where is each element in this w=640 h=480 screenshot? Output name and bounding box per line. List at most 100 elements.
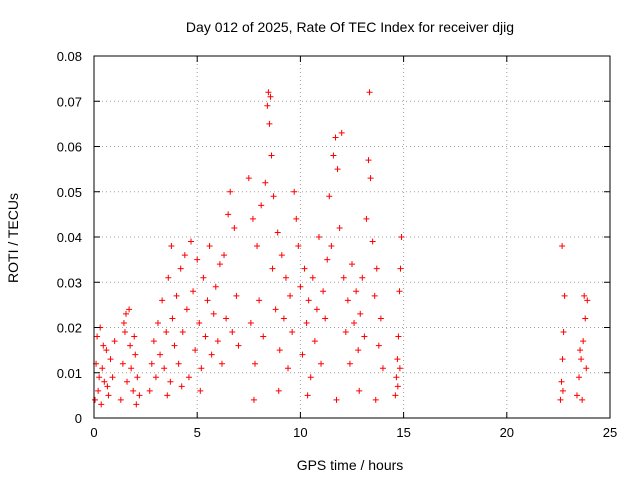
- data-point: [557, 396, 564, 403]
- data-point: [366, 89, 373, 96]
- data-point: [175, 360, 182, 367]
- data-point: [363, 215, 370, 222]
- y-tick-label: 0.06: [57, 140, 82, 155]
- data-point: [251, 360, 258, 367]
- data-point: [212, 283, 219, 290]
- data-point: [159, 297, 166, 304]
- data-point: [274, 229, 281, 236]
- data-point: [349, 261, 355, 268]
- data-point: [235, 342, 242, 349]
- data-point: [150, 338, 157, 345]
- data-point: [98, 401, 105, 408]
- data-point: [165, 274, 172, 281]
- data-point: [95, 387, 102, 394]
- data-point: [278, 252, 285, 259]
- data-point: [96, 374, 103, 381]
- chart-title: Day 012 of 2025, Rate Of TEC Index for r…: [186, 19, 514, 35]
- data-point: [307, 374, 314, 381]
- data-point: [157, 351, 164, 358]
- data-point: [265, 89, 272, 96]
- y-tick-label: 0.01: [57, 366, 82, 381]
- data-point: [560, 329, 567, 336]
- data-point: [293, 215, 300, 222]
- data-point: [131, 333, 138, 340]
- data-point: [126, 306, 133, 313]
- data-point: [576, 374, 583, 381]
- data-point: [218, 360, 225, 367]
- data-point: [338, 129, 345, 136]
- data-point: [179, 329, 186, 336]
- data-point: [190, 288, 197, 295]
- data-point: [287, 292, 294, 299]
- data-point: [227, 188, 234, 195]
- data-point: [355, 347, 362, 354]
- data-point: [247, 319, 254, 326]
- data-point: [173, 292, 180, 299]
- data-point: [270, 193, 277, 200]
- data-point: [320, 288, 327, 295]
- data-point: [332, 134, 339, 141]
- y-tick-label: 0.07: [57, 94, 82, 109]
- data-point: [398, 234, 405, 240]
- data-point: [379, 365, 386, 372]
- data-point: [280, 315, 287, 322]
- data-point: [163, 329, 170, 336]
- data-point: [268, 152, 275, 159]
- data-point: [146, 387, 153, 394]
- data-point: [107, 356, 114, 363]
- data-point: [161, 365, 168, 372]
- data-point: [202, 333, 209, 340]
- data-point: [177, 265, 184, 272]
- data-point: [582, 315, 589, 322]
- data-point: [124, 378, 131, 385]
- data-point: [304, 392, 311, 399]
- data-point: [396, 365, 403, 372]
- data-point: [275, 387, 282, 394]
- data-point: [305, 297, 312, 304]
- data-point: [579, 396, 586, 403]
- data-point: [269, 265, 276, 272]
- x-axis-label: GPS time / hours: [297, 457, 404, 473]
- data-point: [111, 338, 118, 345]
- y-tick-label: 0.08: [57, 49, 82, 64]
- data-point: [580, 338, 587, 345]
- data-point: [392, 392, 399, 399]
- data-point: [266, 120, 273, 127]
- data-point: [152, 374, 159, 381]
- data-point: [148, 360, 155, 367]
- data-point: [328, 243, 335, 250]
- data-point: [169, 315, 176, 322]
- data-point: [393, 374, 400, 381]
- data-point: [373, 265, 380, 272]
- data-point: [198, 365, 205, 372]
- data-point: [303, 319, 310, 326]
- data-point: [313, 306, 320, 313]
- data-point: [282, 274, 289, 281]
- data-point: [344, 297, 351, 304]
- data-point: [578, 356, 585, 363]
- data-point: [375, 342, 382, 349]
- data-point: [185, 374, 192, 381]
- data-point: [372, 396, 379, 403]
- data-point: [128, 365, 135, 372]
- data-point: [299, 351, 306, 358]
- data-point: [559, 356, 566, 363]
- data-point: [254, 243, 261, 250]
- data-point: [340, 274, 347, 281]
- data-point: [120, 319, 127, 326]
- x-tick-label: 15: [396, 425, 410, 440]
- data-point: [183, 306, 190, 313]
- data-point: [206, 243, 213, 250]
- data-point: [231, 224, 238, 231]
- data-point: [322, 315, 329, 322]
- data-point: [194, 256, 201, 263]
- data-point: [559, 243, 566, 250]
- data-point: [132, 351, 139, 358]
- data-point: [367, 175, 374, 182]
- x-tick-label: 20: [500, 425, 514, 440]
- data-point: [92, 396, 99, 403]
- data-point: [295, 243, 302, 250]
- data-point: [353, 288, 360, 295]
- data-point: [109, 374, 116, 381]
